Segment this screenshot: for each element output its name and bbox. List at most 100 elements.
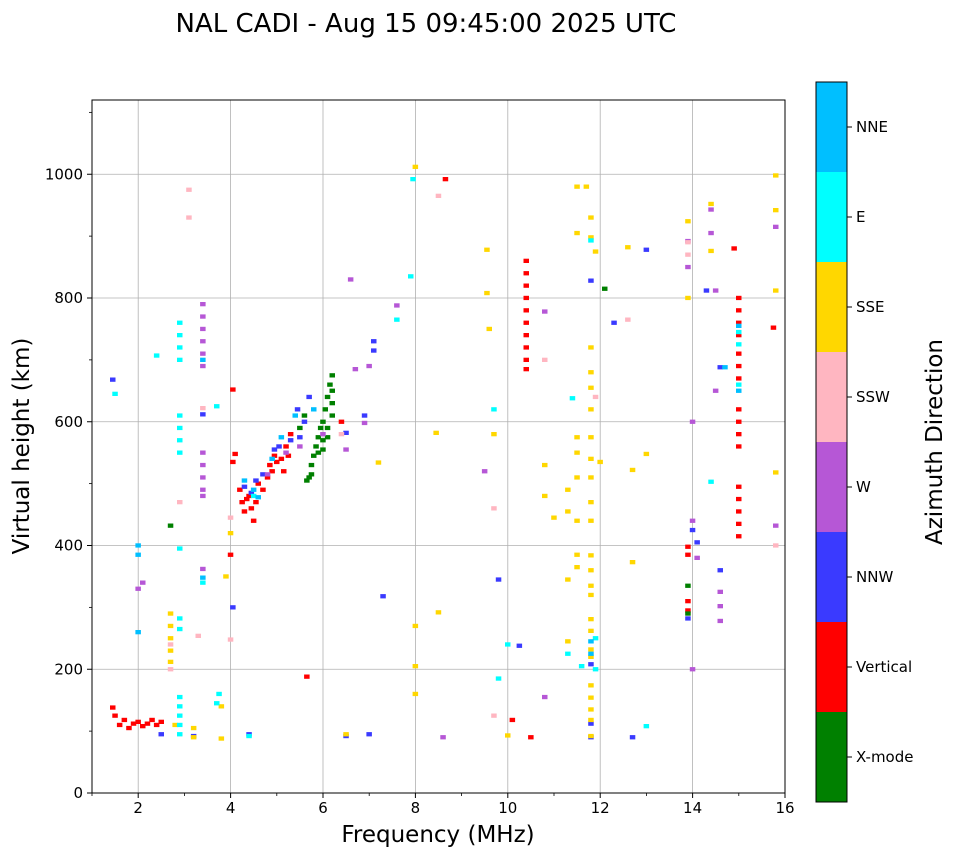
series-e: [112, 177, 742, 739]
data-point: [177, 616, 183, 621]
data-point: [685, 583, 691, 588]
data-point: [495, 577, 502, 582]
data-point: [410, 177, 416, 182]
data-point: [523, 258, 529, 263]
data-point: [736, 534, 742, 539]
data-point: [177, 333, 183, 338]
data-point: [311, 407, 317, 412]
data-point: [685, 264, 691, 270]
data-point: [253, 500, 259, 505]
data-point: [329, 413, 335, 418]
data-point: [505, 642, 511, 647]
data-point: [551, 515, 557, 520]
data-marks: [110, 164, 779, 741]
data-point: [523, 333, 529, 338]
data-point: [578, 664, 585, 669]
data-point: [227, 552, 234, 557]
data-point: [588, 370, 594, 375]
data-point: [588, 707, 594, 712]
data-point: [685, 552, 691, 557]
data-point: [509, 717, 516, 723]
data-point: [200, 302, 206, 307]
data-point: [297, 435, 303, 440]
data-point: [248, 490, 255, 495]
data-point: [230, 459, 236, 465]
series-w: [135, 207, 779, 740]
data-point: [343, 732, 349, 737]
data-point: [361, 413, 368, 418]
y-tick-label: 0: [73, 784, 83, 802]
series-nne: [135, 323, 742, 656]
data-point: [722, 365, 728, 370]
data-point: [269, 456, 275, 461]
data-point: [588, 215, 594, 220]
data-point: [366, 732, 372, 737]
data-point: [394, 303, 400, 308]
colorbar-segment: [816, 172, 847, 262]
data-point: [542, 493, 548, 499]
data-point: [278, 456, 285, 461]
data-point: [486, 326, 492, 332]
data-point: [717, 568, 723, 573]
data-point: [588, 721, 594, 726]
data-point: [347, 277, 354, 282]
data-point: [565, 577, 571, 582]
data-point: [588, 695, 594, 700]
data-point: [264, 472, 271, 477]
data-point: [292, 413, 298, 418]
data-point: [588, 407, 594, 412]
data-point: [583, 184, 590, 189]
data-point: [338, 432, 345, 437]
data-point: [736, 419, 742, 424]
data-point: [177, 694, 183, 700]
data-point: [588, 683, 594, 688]
data-point: [528, 735, 534, 740]
data-point: [200, 363, 206, 369]
series-x-mode: [167, 286, 691, 616]
data-point: [200, 406, 206, 411]
data-point: [308, 472, 315, 477]
x-tick-label: 6: [318, 799, 328, 817]
data-point: [200, 450, 206, 455]
data-point: [736, 496, 742, 502]
data-point: [694, 555, 700, 560]
data-point: [736, 509, 742, 514]
data-point: [625, 245, 631, 250]
data-point: [736, 308, 742, 313]
y-tick-label: 600: [54, 413, 83, 431]
data-point: [324, 425, 331, 431]
data-point: [685, 608, 691, 613]
data-point: [352, 367, 359, 372]
data-point: [542, 462, 548, 468]
data-point: [361, 420, 368, 426]
x-tick-label: 14: [683, 799, 702, 817]
data-point: [412, 164, 419, 169]
data-point: [311, 453, 317, 458]
data-point: [130, 721, 137, 726]
data-point: [135, 586, 141, 591]
colorbar-tick-label: E: [856, 208, 865, 226]
data-point: [523, 271, 529, 276]
data-point: [271, 447, 278, 452]
data-point: [177, 320, 183, 325]
data-point: [592, 667, 599, 672]
data-point: [708, 230, 714, 236]
data-point: [523, 295, 529, 301]
data-point: [491, 432, 497, 437]
data-point: [177, 722, 183, 728]
data-point: [685, 599, 691, 604]
data-point: [324, 435, 331, 440]
data-point: [308, 462, 315, 468]
x-axis-label: Frequency (MHz): [341, 822, 534, 848]
data-point: [592, 249, 599, 254]
data-point: [588, 733, 594, 739]
data-point: [574, 552, 580, 557]
data-point: [712, 388, 719, 393]
plot-area: 2 4 6 8 10 12 14 16 0 200 400 600 800 1000: [45, 99, 795, 817]
colorbar: X-mode Vertical NNW W SSW SSE E NNE: [815, 81, 913, 803]
series-sse: [167, 164, 779, 741]
data-point: [110, 377, 116, 382]
data-point: [167, 667, 174, 672]
data-point: [565, 639, 571, 644]
y-axis-label: Virtual height (km): [9, 338, 35, 555]
